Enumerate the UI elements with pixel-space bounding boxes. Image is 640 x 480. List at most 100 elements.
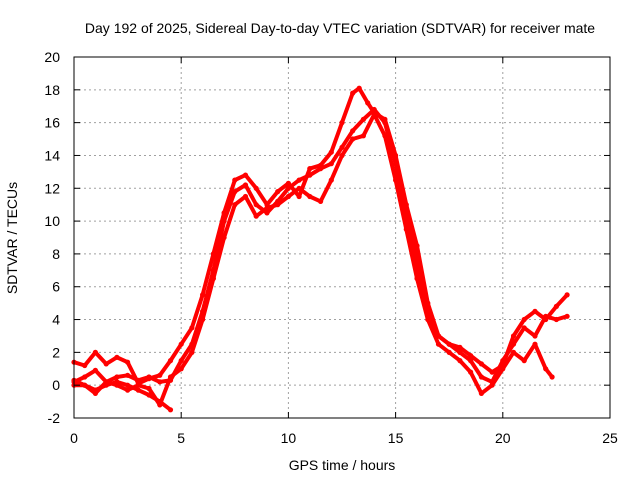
data-point	[103, 361, 109, 367]
data-point	[135, 387, 141, 393]
data-point	[82, 362, 88, 369]
data-point	[328, 149, 334, 155]
data-point	[457, 349, 463, 355]
chart-title: Day 192 of 2025, Sidereal Day-to-day VTE…	[85, 20, 595, 36]
data-point	[82, 374, 88, 380]
data-point	[253, 202, 259, 208]
data-point	[468, 358, 474, 364]
x-tick-label: 0	[70, 430, 78, 446]
data-point	[178, 366, 184, 372]
data-point	[189, 325, 195, 331]
data-point	[275, 202, 281, 208]
data-point	[365, 100, 371, 106]
data-point	[350, 128, 356, 134]
grid-lines	[74, 57, 610, 418]
data-point	[371, 111, 377, 117]
data-point	[275, 189, 281, 195]
data-point	[360, 133, 366, 139]
data-point	[92, 349, 98, 355]
data-point	[339, 144, 345, 150]
data-point	[510, 341, 517, 347]
data-point	[232, 189, 238, 195]
y-tick-label: 16	[44, 115, 60, 131]
data-point	[92, 367, 98, 373]
data-point	[253, 213, 259, 219]
data-point	[521, 325, 527, 331]
data-point	[564, 292, 570, 298]
data-point	[146, 392, 152, 398]
data-point	[478, 361, 484, 367]
y-tick-label: 12	[44, 180, 60, 196]
data-point	[285, 193, 291, 200]
data-point	[125, 359, 131, 365]
y-tick-label: 10	[44, 213, 60, 229]
data-point	[510, 333, 517, 339]
data-point	[382, 133, 388, 139]
data-point	[242, 193, 249, 200]
data-point	[135, 382, 141, 388]
data-point	[178, 358, 184, 364]
data-point	[242, 182, 249, 188]
data-point	[285, 185, 291, 191]
data-point	[307, 166, 313, 172]
data-point	[178, 341, 184, 347]
data-point	[296, 177, 302, 183]
data-point	[532, 333, 538, 339]
data-point	[92, 387, 98, 393]
data-point	[446, 349, 452, 355]
data-point	[157, 372, 163, 378]
data-point	[446, 341, 452, 347]
data-point	[478, 390, 484, 396]
data-point	[403, 226, 409, 232]
data-point	[221, 234, 227, 241]
data-point	[382, 120, 388, 126]
data-point	[553, 316, 560, 323]
data-point	[253, 185, 259, 191]
data-point	[318, 166, 324, 172]
data-point	[167, 358, 174, 364]
data-point	[82, 382, 88, 388]
data-point	[135, 377, 141, 383]
y-tick-label: 0	[52, 377, 60, 393]
data-point	[157, 379, 163, 385]
x-axis-label: GPS time / hours	[289, 457, 396, 473]
data-point	[339, 152, 345, 159]
data-point	[125, 387, 131, 393]
data-point	[103, 382, 109, 388]
data-point	[114, 374, 120, 380]
data-point	[232, 202, 238, 208]
data-point	[167, 374, 174, 380]
data-point	[360, 116, 366, 122]
data-point	[114, 379, 120, 385]
y-tick-label: 6	[52, 279, 60, 295]
data-point	[318, 198, 324, 204]
data-point	[468, 353, 474, 359]
data-point	[543, 313, 549, 319]
data-point	[146, 385, 152, 392]
y-axis-ticks: -2 0 2 4 6 8 10 12 14 16 18 20	[44, 49, 610, 426]
x-tick-label: 25	[602, 430, 618, 446]
y-axis-label: SDTVAR / TECUs	[4, 182, 20, 294]
data-point	[221, 218, 227, 224]
data-point	[232, 177, 238, 183]
x-axis-ticks: 0 5 10 15 20 25	[70, 57, 618, 446]
series-line-track-4	[72, 378, 173, 412]
data-point	[350, 90, 356, 96]
y-tick-label: 14	[44, 147, 60, 163]
data-point	[307, 193, 313, 200]
data-point	[500, 366, 506, 372]
data-point	[285, 180, 291, 186]
data-point	[393, 161, 399, 167]
data-point	[478, 374, 484, 380]
x-tick-label: 5	[177, 430, 185, 446]
data-point	[532, 308, 538, 314]
data-point	[264, 205, 270, 211]
data-point	[146, 374, 152, 380]
data-point	[553, 303, 560, 309]
data-point	[157, 399, 163, 405]
data-point	[264, 210, 270, 216]
data-point	[296, 193, 302, 200]
data-point	[510, 349, 517, 355]
